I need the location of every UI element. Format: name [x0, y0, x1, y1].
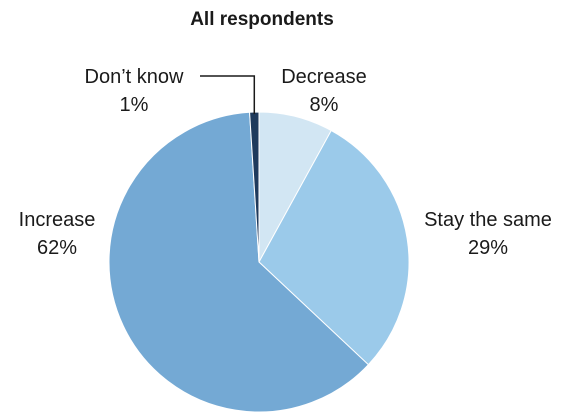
leader-line-dont-know: [200, 75, 256, 115]
slice-label-dont-know: Don’t know: [85, 66, 184, 88]
slice-value-stay-the-same: 29%: [468, 237, 508, 259]
slice-label-decrease: Decrease: [281, 66, 367, 88]
pie-slice-increase: [108, 111, 370, 413]
slice-value-dont-know: 1%: [120, 94, 149, 116]
pie-slice-stay-the-same: [258, 129, 410, 366]
chart-title: All respondents: [190, 9, 334, 30]
pie-slices: [108, 111, 410, 413]
slice-value-increase: 62%: [37, 237, 77, 259]
slice-label-stay-the-same: Stay the same: [424, 209, 552, 231]
slice-label-increase: Increase: [19, 209, 96, 231]
pie-labels: Decrease 8% Stay the same 29% Increase 62% Don…: [19, 66, 552, 259]
slice-value-decrease: 8%: [310, 94, 339, 116]
